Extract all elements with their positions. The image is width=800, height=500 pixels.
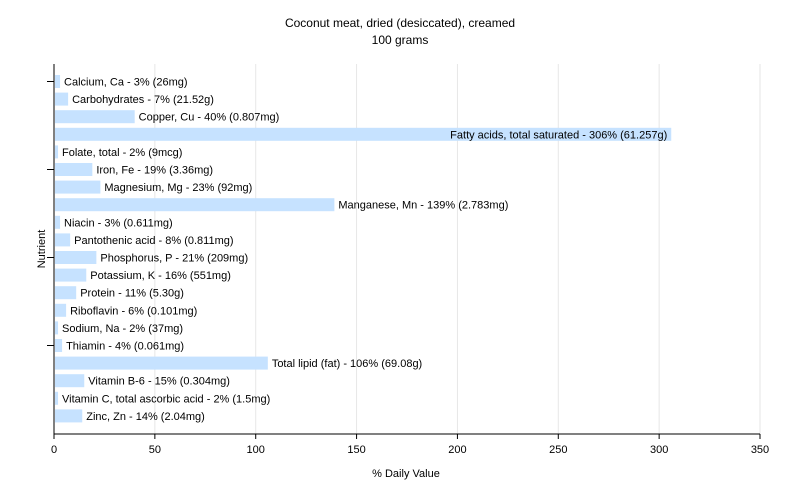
bar-label: Pantothenic acid - 8% (0.811mg)	[74, 235, 233, 247]
x-tick-label: 250	[549, 444, 567, 456]
bar-label: Magnesium, Mg - 23% (92mg)	[104, 182, 252, 194]
bar-label: Protein - 11% (5.30g)	[80, 288, 184, 300]
bar-label: Folate, total - 2% (9mcg)	[62, 147, 182, 159]
bar	[55, 339, 63, 352]
chart-subtitle: 100 grams	[372, 33, 429, 47]
bar-label: Riboflavin - 6% (0.101mg)	[70, 305, 197, 317]
bar-label: Fatty acids, total saturated - 306% (61.…	[450, 129, 667, 141]
bar	[55, 92, 69, 106]
bar-label: Copper, Cu - 40% (0.807mg)	[139, 112, 280, 124]
bar-label: Niacin - 3% (0.611mg)	[64, 217, 173, 229]
bar-label: Carbohydrates - 7% (21.52g)	[72, 94, 214, 106]
bar	[55, 198, 335, 212]
bar	[55, 391, 59, 405]
x-tick-label: 200	[448, 444, 466, 456]
bar	[55, 251, 97, 264]
bar-label: Total lipid (fat) - 106% (69.08g)	[272, 358, 422, 370]
bar	[55, 75, 61, 88]
bars	[55, 75, 672, 423]
bar	[55, 409, 83, 423]
bar-label: Manganese, Mn - 139% (2.783mg)	[338, 200, 508, 212]
bar	[55, 127, 672, 141]
bar	[55, 145, 59, 159]
bar	[55, 215, 61, 229]
bar-label: Thiamin - 4% (0.061mg)	[66, 341, 184, 353]
grid-lines	[154, 64, 761, 434]
x-tick-label: 100	[247, 444, 265, 456]
bar-label: Vitamin B-6 - 15% (0.304mg)	[88, 376, 230, 388]
x-axis-ticks: 0 50 100 150 200 250 300 350	[51, 434, 769, 456]
x-tick-label: 0	[51, 444, 57, 456]
bar-label: Vitamin C, total ascorbic acid - 2% (1.5…	[62, 393, 270, 405]
bar	[55, 356, 268, 370]
y-axis-ticks	[47, 81, 54, 346]
bar	[55, 268, 87, 282]
bar	[55, 303, 67, 317]
bar	[55, 180, 101, 194]
x-tick-label: 150	[347, 444, 365, 456]
bar-label: Zinc, Zn - 14% (2.04mg)	[86, 411, 205, 423]
x-tick-label: 50	[149, 444, 161, 456]
bar	[55, 321, 59, 335]
bar-labels: Calcium, Ca - 3% (26mg) Carbohydrates - 7…	[62, 77, 667, 423]
chart-title: Coconut meat, dried (desiccated), creame…	[285, 16, 515, 30]
y-axis-label: Nutrient	[36, 230, 48, 269]
bar-label: Iron, Fe - 19% (3.36mg)	[96, 165, 213, 177]
bar	[55, 110, 135, 124]
x-axis-label: % Daily Value	[372, 468, 440, 480]
bar-label: Potassium, K - 16% (551mg)	[90, 270, 231, 282]
x-tick-label: 300	[650, 444, 668, 456]
bar	[55, 163, 93, 176]
bar-label: Sodium, Na - 2% (37mg)	[62, 323, 183, 335]
bar	[55, 233, 71, 247]
x-tick-label: 350	[751, 444, 769, 456]
bar-label: Calcium, Ca - 3% (26mg)	[64, 77, 187, 89]
bar	[55, 286, 77, 300]
bar-label: Phosphorus, P - 21% (209mg)	[100, 253, 248, 265]
bar	[55, 374, 85, 388]
